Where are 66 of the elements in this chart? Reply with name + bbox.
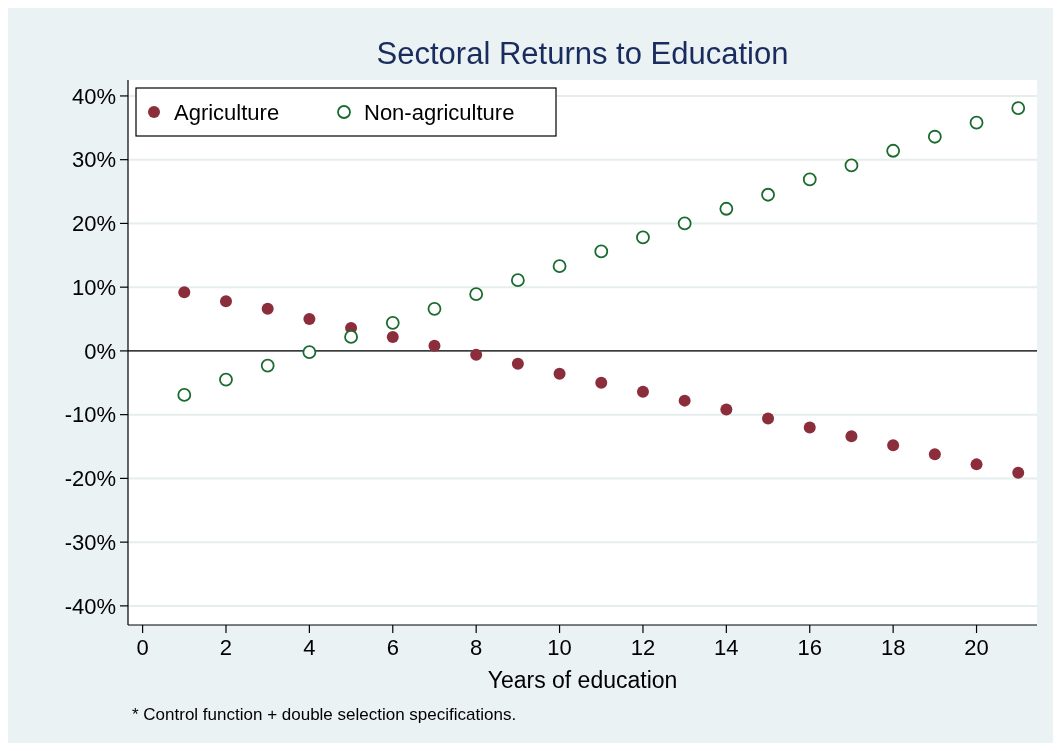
- point: [845, 430, 858, 443]
- point: [970, 458, 983, 471]
- legend-label: Agriculture: [174, 99, 280, 125]
- point: [470, 348, 483, 361]
- point: [844, 158, 859, 173]
- point: [302, 345, 317, 360]
- point: [677, 216, 692, 231]
- point: [469, 287, 484, 302]
- point: [385, 315, 400, 330]
- point: [261, 302, 274, 315]
- point: [344, 329, 358, 344]
- x-tick-label: 8: [470, 635, 483, 660]
- x-tick-label: 20: [964, 635, 989, 660]
- point: [886, 143, 901, 158]
- point: [177, 387, 192, 402]
- point: [595, 376, 608, 389]
- legend-label: Non-agriculture: [364, 99, 515, 125]
- y-tick-label: 40%: [71, 83, 116, 109]
- point: [928, 448, 941, 461]
- x-tick-label: 4: [303, 635, 316, 660]
- x-tick-label: 12: [630, 635, 656, 660]
- y-tick-label: 30%: [71, 147, 116, 173]
- point: [427, 301, 442, 316]
- point: [553, 367, 566, 380]
- x-tick-label: 18: [880, 635, 906, 660]
- point: [303, 313, 316, 326]
- x-tick-label: 2: [219, 635, 233, 660]
- point: [762, 412, 775, 425]
- point: [219, 372, 233, 387]
- point: [636, 385, 649, 398]
- point: [178, 286, 191, 299]
- x-tick-label: 0: [136, 635, 149, 660]
- x-axis-title: Years of education: [487, 667, 678, 693]
- x-tick-label: 16: [797, 635, 822, 660]
- point: [803, 421, 816, 434]
- point: [552, 259, 567, 274]
- text: * Control function + double selection specifications.: [132, 705, 517, 724]
- y-tick-label: -40%: [64, 593, 116, 619]
- point: [386, 330, 399, 343]
- point: [219, 295, 232, 308]
- point: [927, 129, 942, 144]
- point: [511, 357, 524, 370]
- point: [1012, 466, 1025, 479]
- y-tick-label: 0%: [84, 338, 116, 364]
- point: [761, 187, 775, 202]
- y-tick-label: -10%: [64, 402, 116, 428]
- chart-title: Sectoral Returns to Education: [376, 36, 789, 71]
- point: [720, 403, 733, 416]
- x-tick-label: 14: [714, 635, 739, 660]
- x-tick-label: 10: [547, 635, 572, 660]
- point: [1011, 101, 1026, 115]
- point: [594, 244, 609, 259]
- point: [428, 339, 441, 352]
- point: [802, 172, 817, 187]
- point: [636, 230, 650, 245]
- y-tick-label: 20%: [71, 211, 116, 237]
- point: [887, 439, 900, 452]
- y-tick-label: 10%: [71, 274, 116, 300]
- point: [510, 273, 525, 288]
- point: [678, 394, 691, 407]
- x-tick-label: 6: [386, 635, 399, 660]
- y-tick-label: -20%: [64, 466, 116, 492]
- point: [260, 358, 275, 373]
- point: [719, 201, 734, 216]
- y-tick-label: -30%: [64, 529, 116, 555]
- point: [969, 115, 984, 130]
